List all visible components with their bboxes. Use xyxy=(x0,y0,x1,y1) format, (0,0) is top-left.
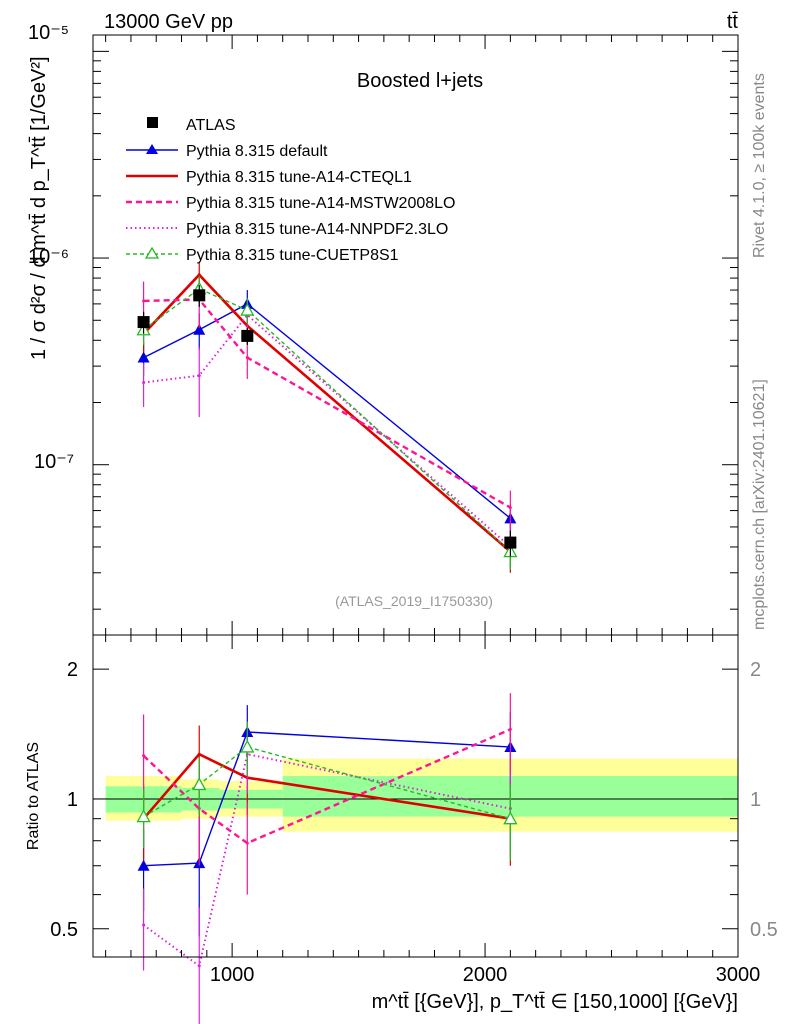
y-tick-label-1e-7: 10⁻⁷ xyxy=(34,451,74,473)
data-point-cuetp xyxy=(136,809,151,823)
data-point-atlas xyxy=(504,536,517,549)
data-point-cuetp xyxy=(240,302,255,316)
data-point-cuetp xyxy=(192,777,207,791)
process-label: tt̄ xyxy=(727,11,739,33)
data-point-atlas xyxy=(193,289,206,302)
ratio-y-tick-label-right: 2 xyxy=(750,659,761,681)
data-point-mstw xyxy=(508,506,512,510)
rivet-version-label: Rivet 4.1.0, ≥ 100k events xyxy=(751,73,768,258)
ratio-ticks: 0.5 0.5 1 1 2 2 1000 2000 3000 xyxy=(50,635,778,986)
ratio-y-tick-label: 1 xyxy=(67,789,78,811)
x-tick-label: 2000 xyxy=(463,964,508,986)
legend-label-cteql1: Pythia 8.315 tune-A14-CTEQL1 xyxy=(186,169,412,186)
ratio-bands xyxy=(93,758,738,832)
series-line-cuetp xyxy=(143,746,511,820)
ratio-y-tick-label-right: 0.5 xyxy=(750,919,778,941)
legend-label-cuetp: Pythia 8.315 tune-CUETP8S1 xyxy=(186,247,399,264)
legend-label-default: Pythia 8.315 default xyxy=(186,143,328,160)
analysis-watermark: (ATLAS_2019_I1750330) xyxy=(335,593,493,609)
legend-label-mstw: Pythia 8.315 tune-A14-MSTW2008LO xyxy=(186,195,455,212)
data-point-default xyxy=(137,351,150,363)
y-tick-label-1e-5: 10⁻⁵ xyxy=(28,22,69,44)
main-y-axis-label: 1 / σ d²σ / d m^tt̄ d p_T^tt̄ [1/GeV²] xyxy=(28,56,50,360)
data-point-nnpdf xyxy=(197,964,201,968)
main-panel-title: Boosted l+jets xyxy=(357,70,483,92)
x-tick-label: 3000 xyxy=(716,964,761,986)
legend: ATLAS Pythia 8.315 default Pythia 8.315 … xyxy=(126,117,455,264)
data-point-mstw xyxy=(508,727,512,731)
data-point-cteql1 xyxy=(197,752,201,756)
ratio-y-tick-label: 0.5 xyxy=(50,919,78,941)
legend-marker-cuetp xyxy=(144,246,160,259)
data-point-mstw xyxy=(142,754,146,758)
data-point-mstw xyxy=(245,356,249,360)
legend-label-nnpdf: Pythia 8.315 tune-A14-NNPDF2.3LO xyxy=(186,221,448,238)
ratio-panel: 0.5 0.5 1 1 2 2 1000 2000 3000 Ratio to ATLAS m^… xyxy=(25,634,778,1024)
x-tick-label: 1000 xyxy=(210,964,255,986)
data-point-cteql1 xyxy=(197,273,201,277)
legend-marker-atlas xyxy=(147,117,158,128)
main-series-group xyxy=(136,261,518,573)
series-line-mstw xyxy=(143,298,511,509)
data-point-cuetp xyxy=(240,739,255,753)
y-tick-label-1e-6: 10⁻⁶ xyxy=(28,246,69,268)
legend-label-atlas: ATLAS xyxy=(186,117,236,134)
ratio-series-group xyxy=(136,693,518,1024)
ratio-y-tick-label-right: 1 xyxy=(750,789,761,811)
data-point-nnpdf xyxy=(197,374,201,378)
main-ticks xyxy=(93,35,739,635)
data-point-default xyxy=(137,859,150,871)
ratio-y-axis-label: Ratio to ATLAS xyxy=(25,742,42,850)
x-axis-label: m^tt̄ [{GeV}], p_T^tt̄ ∈ [150,1000] [{Ge… xyxy=(372,991,738,1013)
series-line-cteql1 xyxy=(142,272,512,553)
data-point-atlas xyxy=(137,316,150,329)
ratio-y-tick-label: 2 xyxy=(67,659,78,681)
data-point-nnpdf xyxy=(142,380,146,384)
energy-label: 13000 GeV pp xyxy=(104,11,233,33)
main-panel: 10⁻⁵ 10⁻⁶ 10⁻⁷ 1 / σ d²σ / d m^tt̄ d p_T… xyxy=(28,22,739,636)
series-line-default xyxy=(143,731,511,867)
data-point-atlas xyxy=(241,329,254,342)
series-line-default xyxy=(143,303,511,519)
data-point-nnpdf xyxy=(142,923,146,927)
series-line-nnpdf xyxy=(143,313,512,548)
legend-marker-default xyxy=(146,144,158,154)
data-point-cuetp xyxy=(503,811,518,825)
data-point-mstw xyxy=(245,841,249,845)
ratio-plot-frame xyxy=(92,634,739,958)
source-label: mcplots.cern.ch [arXiv:2401.10621] xyxy=(751,379,768,630)
data-point-default xyxy=(193,323,206,335)
data-point-mstw xyxy=(142,299,146,303)
